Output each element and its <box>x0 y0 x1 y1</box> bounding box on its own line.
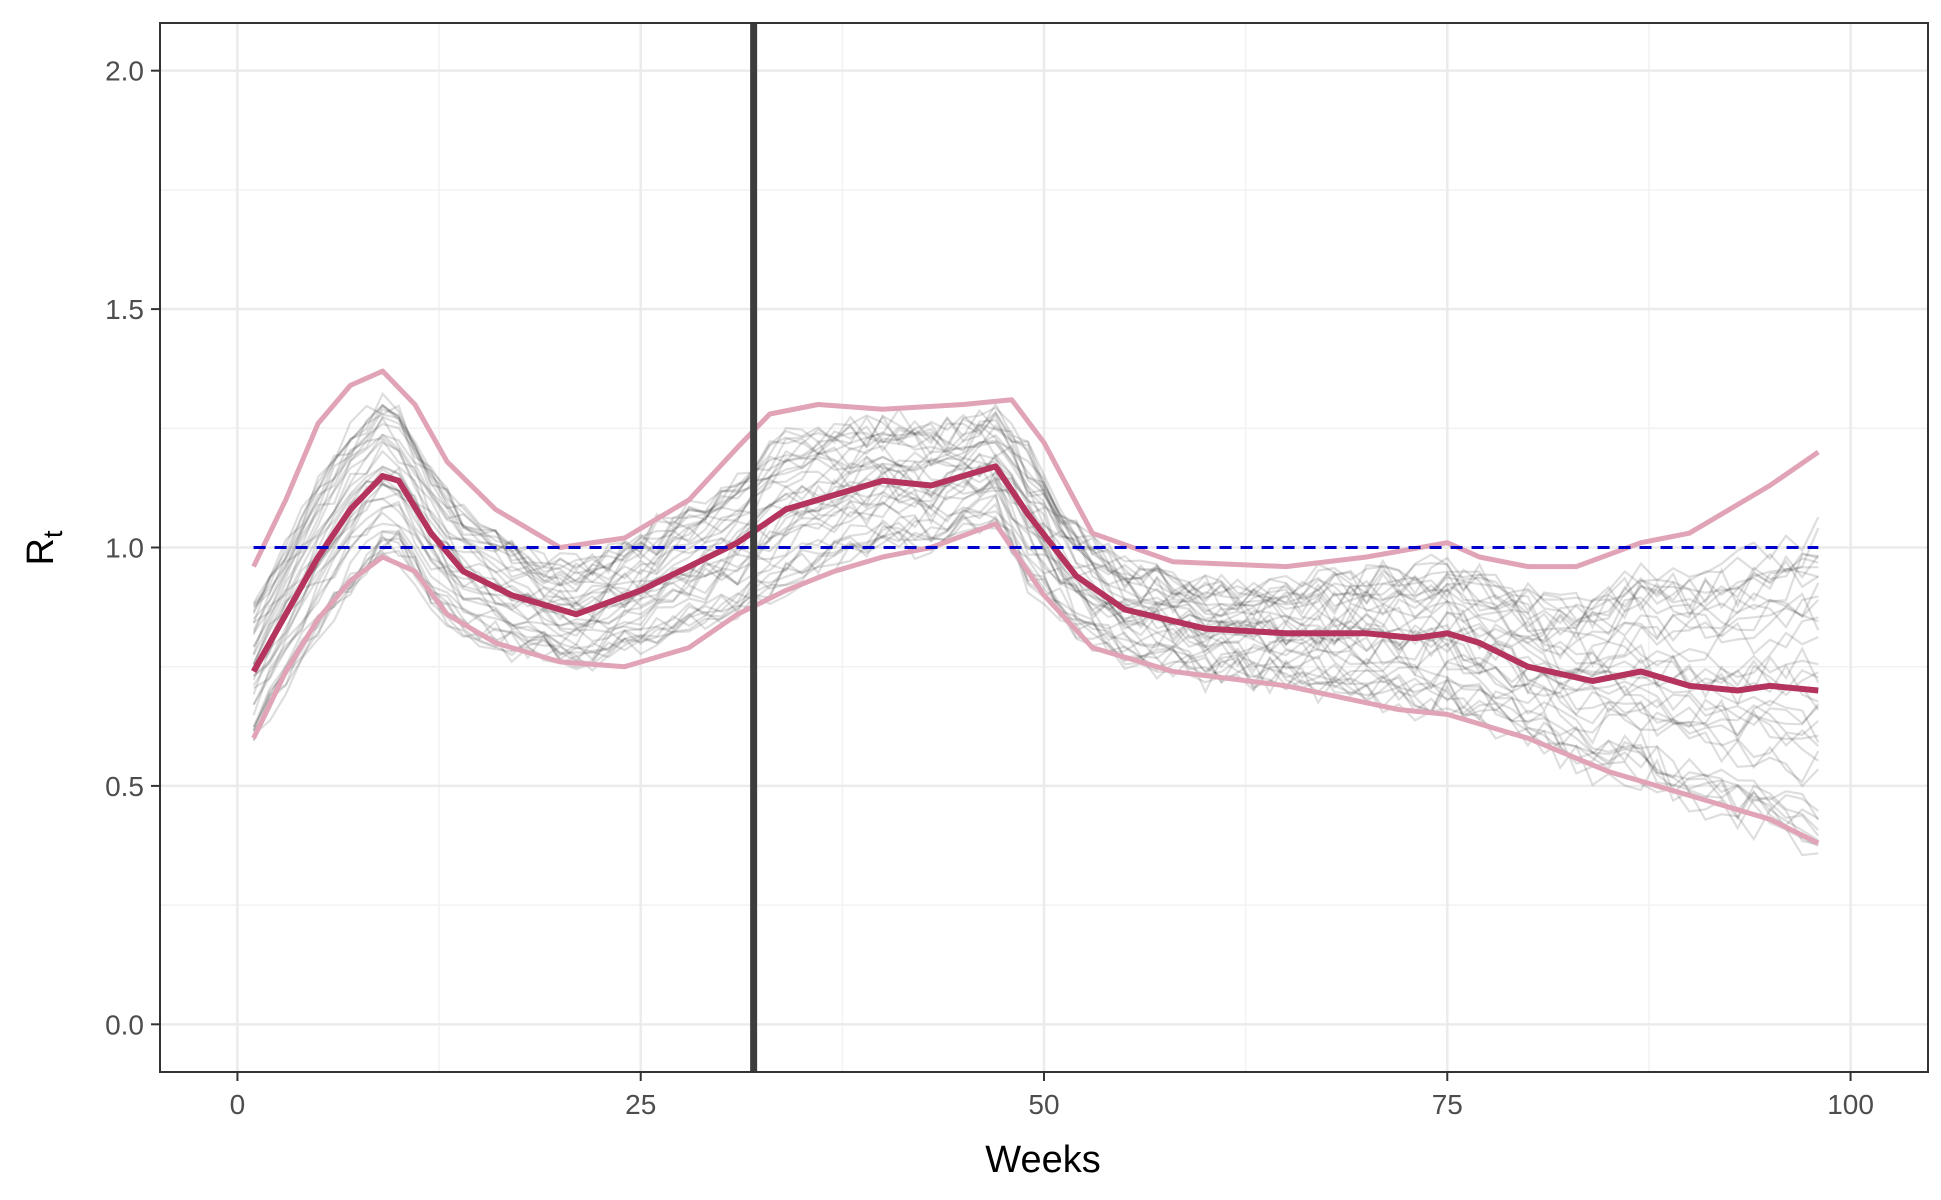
upper-bound-line <box>251 368 1820 570</box>
sample-line <box>252 408 1819 628</box>
y-axis: 0.0 0.5 1.0 1.5 2.0 <box>105 56 160 1040</box>
sample-line <box>252 411 1819 630</box>
y-tick-label: 0.0 <box>105 1009 144 1040</box>
sample-line <box>252 512 1819 847</box>
sample-line <box>252 515 1819 827</box>
sample-line <box>252 428 1819 656</box>
x-axis-title: Weeks <box>985 1139 1100 1181</box>
y-axis-title-main: R <box>20 538 62 565</box>
sample-line <box>252 440 1819 668</box>
x-tick-label: 50 <box>1028 1089 1059 1120</box>
y-tick-label: 1.0 <box>105 533 144 564</box>
sample-line <box>252 526 1819 842</box>
lower-bound-line <box>251 521 1820 846</box>
sample-line <box>252 416 1820 640</box>
sample-line <box>252 477 1820 726</box>
median-line <box>250 463 1819 694</box>
y-axis-title-subscript: t <box>38 530 68 538</box>
x-tick-label: 100 <box>1827 1089 1874 1120</box>
y-tick-label: 1.5 <box>105 294 144 325</box>
sample-line <box>252 404 1820 614</box>
y-tick-label: 0.5 <box>105 771 144 802</box>
sample-line <box>252 453 1819 685</box>
sample-line <box>252 493 1820 837</box>
y-axis-title: Rt <box>20 530 68 565</box>
sample-line <box>252 463 1820 737</box>
sample-line <box>252 502 1819 846</box>
sample-line <box>252 423 1820 643</box>
sample-line <box>252 477 1820 788</box>
x-tick-label: 25 <box>625 1089 656 1120</box>
sample-line <box>252 403 1819 625</box>
y-tick-label: 2.0 <box>105 56 144 87</box>
sample-line <box>252 402 1820 621</box>
x-axis: 0 25 50 75 100 <box>230 1072 1874 1120</box>
sample-line <box>252 469 1820 743</box>
sample-line <box>252 452 1819 700</box>
sample-line <box>252 433 1820 644</box>
sample-line <box>252 479 1819 762</box>
sample-line <box>252 433 1819 665</box>
sample-line <box>253 480 1820 748</box>
x-tick-label: 0 <box>230 1089 246 1120</box>
x-tick-label: 75 <box>1432 1089 1463 1120</box>
